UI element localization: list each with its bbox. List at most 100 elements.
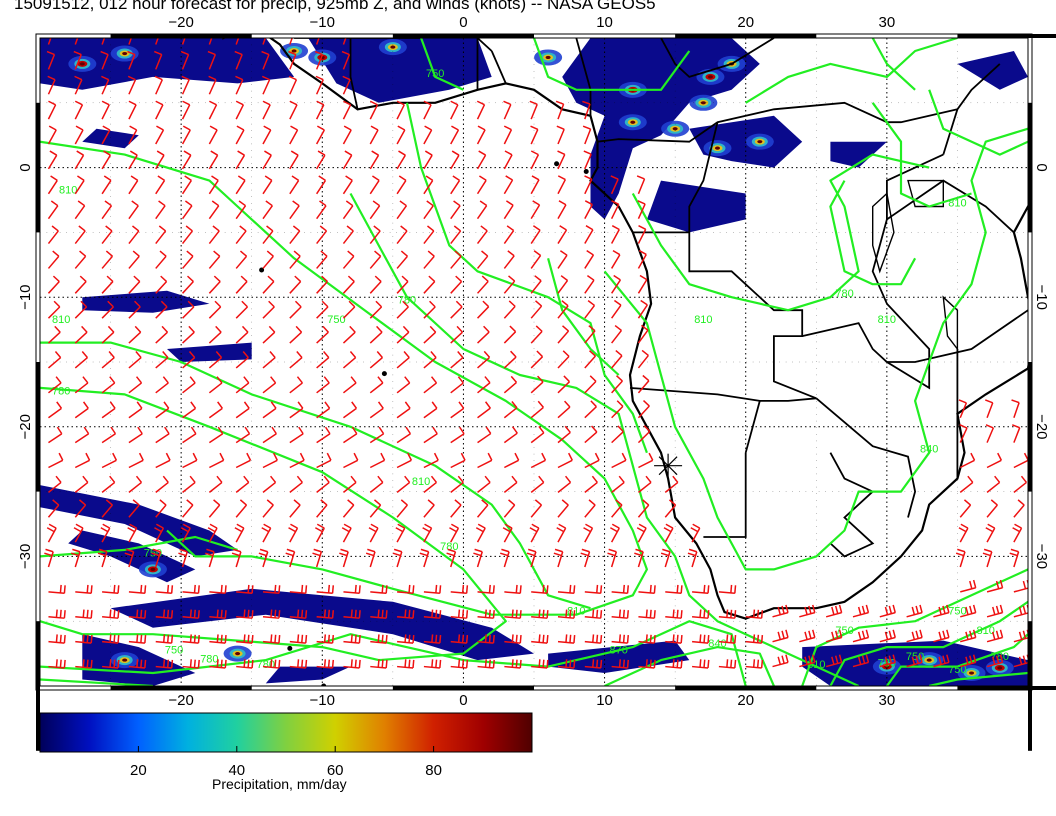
contour-line <box>745 38 958 104</box>
wind-barb <box>530 350 544 369</box>
wind-barb <box>423 125 433 145</box>
wind-barb <box>316 351 330 369</box>
wind-barb <box>852 629 870 643</box>
contour-label: 750 <box>948 664 966 676</box>
wind-barb <box>503 175 514 195</box>
wind-barb <box>155 426 170 444</box>
wind-barb <box>235 300 249 319</box>
wind-barb <box>503 250 515 269</box>
contour-line <box>40 386 507 662</box>
wind-barb <box>231 548 242 568</box>
wind-barb <box>450 325 464 344</box>
wind-barb <box>262 275 275 294</box>
wind-barb <box>450 225 462 245</box>
wind-barb <box>343 634 361 644</box>
wind-barb <box>476 100 486 120</box>
wind-barb <box>342 275 355 294</box>
wind-barb <box>450 300 463 319</box>
wind-barb <box>369 250 382 269</box>
island <box>287 645 293 651</box>
wind-barb <box>74 175 85 195</box>
wind-barb <box>557 452 573 469</box>
wind-barb <box>100 523 111 543</box>
wind-barb <box>262 475 277 493</box>
wind-barb <box>450 250 462 269</box>
wind-barb <box>182 351 196 369</box>
wind-barb <box>982 548 993 568</box>
wind-barb <box>74 200 86 220</box>
wind-barb <box>477 426 492 444</box>
wind-barb <box>584 274 595 294</box>
wind-barb <box>181 100 191 120</box>
wind-barb <box>181 175 192 195</box>
wind-barb <box>503 375 518 394</box>
contour-line <box>420 38 464 91</box>
wind-barb <box>316 475 330 493</box>
wind-barb <box>423 376 438 394</box>
wind-barb <box>74 225 86 245</box>
wind-barb <box>852 604 870 618</box>
wind-barb <box>933 629 950 643</box>
wind-barb <box>503 200 514 220</box>
wind-barb <box>502 523 513 543</box>
wind-barb <box>101 125 111 145</box>
wind-barb <box>450 125 460 145</box>
country-border <box>349 38 359 110</box>
wind-barb <box>636 523 647 543</box>
wind-barb <box>235 452 252 469</box>
contour-label: 810 <box>976 625 994 637</box>
wind-barb <box>74 38 79 45</box>
wind-barb <box>236 609 254 619</box>
wind-barb <box>638 584 656 595</box>
precip-cell <box>110 652 139 669</box>
wind-barb <box>584 584 603 595</box>
wind-barb <box>342 325 356 344</box>
wind-barb <box>611 659 630 669</box>
wind-barb <box>289 401 304 419</box>
wind-barb <box>450 609 469 619</box>
wind-barb <box>370 634 388 644</box>
wind-barb <box>529 523 540 543</box>
wind-barb <box>397 634 415 644</box>
contour-line <box>886 633 1028 686</box>
wind-barb <box>476 175 487 195</box>
wind-barb <box>101 452 118 469</box>
wind-barb <box>503 125 513 145</box>
frame-bar <box>36 102 40 233</box>
wind-barb <box>984 399 994 418</box>
wind-barb <box>450 376 464 394</box>
wind-barb <box>396 426 412 444</box>
wind-barb <box>530 375 544 394</box>
wind-barb <box>235 250 248 269</box>
wind-barb <box>477 584 495 595</box>
wind-barb <box>128 150 138 170</box>
wind-barb <box>584 375 597 394</box>
frame-bar <box>110 34 252 38</box>
frame-bar <box>675 686 817 690</box>
wind-barb <box>419 548 430 568</box>
lon-tick-label-top: −10 <box>310 14 335 31</box>
contour-label: 840 <box>708 638 726 650</box>
wind-barb <box>423 634 442 644</box>
wind-barb <box>102 584 120 595</box>
wind-barb <box>315 38 320 45</box>
wind-barb <box>102 634 120 644</box>
precip-area <box>82 128 139 149</box>
wind-barb <box>396 125 406 145</box>
wind-barb <box>477 452 493 469</box>
wind-barb <box>101 300 114 319</box>
wind-barb <box>316 659 335 669</box>
wind-barb <box>316 426 331 444</box>
wind-barb <box>504 659 522 669</box>
wind-barb <box>182 376 196 394</box>
wind-barb <box>262 401 277 419</box>
wind-barb <box>343 659 361 669</box>
wind-barb <box>584 659 603 669</box>
wind-barb <box>423 200 434 220</box>
contour-line <box>40 535 238 558</box>
wind-barb <box>47 200 59 220</box>
wind-barb <box>960 654 977 668</box>
wind-barb <box>342 38 347 45</box>
wind-barb <box>772 604 789 618</box>
island <box>583 168 589 174</box>
